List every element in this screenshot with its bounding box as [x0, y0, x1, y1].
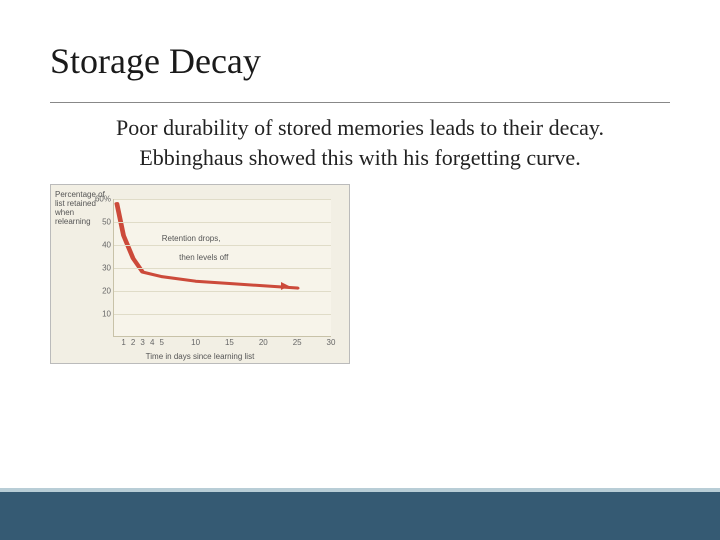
chart-gridline	[114, 222, 331, 223]
chart-xtick: 25	[293, 336, 302, 347]
chart-xtick: 1	[121, 336, 125, 347]
arrow-icon	[281, 282, 289, 290]
chart-x-axis-label: Time in days since learning list	[51, 352, 349, 361]
chart-xtick: 2	[131, 336, 135, 347]
chart-ytick: 50	[102, 218, 114, 227]
chart-xtick: 4	[150, 336, 154, 347]
chart-ytick: 40	[102, 241, 114, 250]
chart-ytick: 20	[102, 286, 114, 295]
chart-xtick: 3	[140, 336, 144, 347]
chart-plot-area: Retention drops, then levels off 1020304…	[113, 199, 331, 337]
chart-ytick: 60%	[95, 195, 114, 204]
chart-gridline	[114, 268, 331, 269]
chart-xtick: 15	[225, 336, 234, 347]
footer-band	[0, 492, 720, 540]
slide: Storage Decay Poor durability of stored …	[0, 0, 720, 540]
slide-title: Storage Decay	[50, 40, 670, 88]
chart-annotation-1: Retention drops,	[162, 235, 221, 244]
chart-gridline	[114, 245, 331, 246]
forgetting-curve-chart: Percentage of list retained when relearn…	[50, 184, 350, 364]
chart-gridline	[114, 291, 331, 292]
chart-gridline	[114, 199, 331, 200]
chart-xtick: 5	[160, 336, 164, 347]
chart-xtick: 30	[327, 336, 336, 347]
chart-ytick: 10	[102, 309, 114, 318]
chart-ytick: 30	[102, 263, 114, 272]
title-underline	[50, 102, 670, 103]
chart-annotation-2: then levels off	[179, 254, 228, 263]
chart-gridline	[114, 314, 331, 315]
slide-body-text: Poor durability of stored memories leads…	[50, 113, 670, 172]
chart-xtick: 20	[259, 336, 268, 347]
chart-xtick: 10	[191, 336, 200, 347]
